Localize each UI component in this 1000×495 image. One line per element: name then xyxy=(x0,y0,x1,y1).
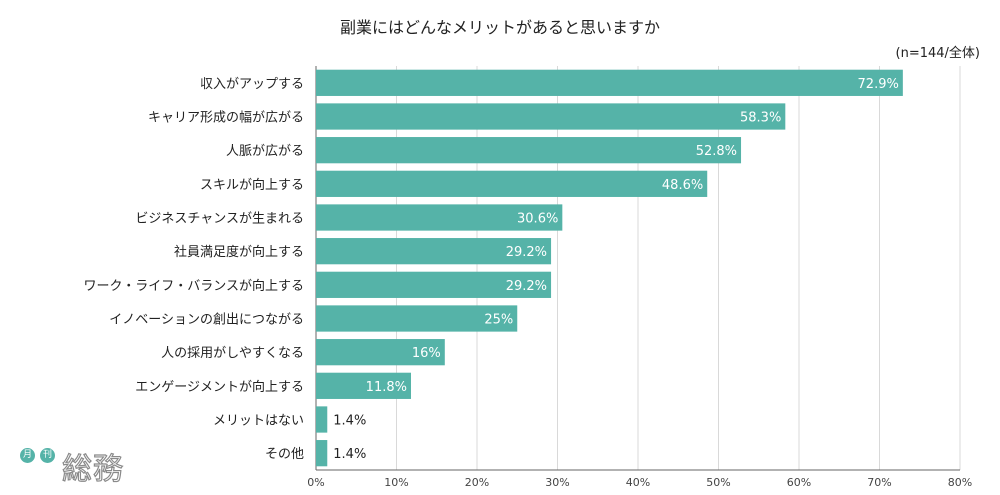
category-label: 人脈が広がる xyxy=(226,144,304,159)
bar xyxy=(316,69,903,96)
category-label: 人の採用がしやすくなる xyxy=(161,346,304,361)
bar xyxy=(316,204,563,231)
grid-lines xyxy=(315,66,961,471)
category-label: エンゲージメントが向上する xyxy=(135,379,304,395)
value-label: 58.3% xyxy=(740,111,781,126)
x-tick-label: 70% xyxy=(867,476,891,489)
logo-badge-publication: 刊 xyxy=(40,448,55,463)
bar xyxy=(316,238,552,265)
sample-size-note: (n=144/全体) xyxy=(895,46,980,61)
category-label: 収入がアップする xyxy=(200,77,304,92)
x-tick-label: 80% xyxy=(948,476,972,489)
logo-wordmark: 総務 xyxy=(61,451,124,487)
bars xyxy=(316,69,903,467)
value-label: 52.8% xyxy=(696,144,737,159)
value-label: 30.6% xyxy=(517,212,558,227)
bar xyxy=(316,406,328,433)
bar xyxy=(316,372,411,399)
x-tick-label: 10% xyxy=(384,476,408,489)
category-label: ワーク・ライフ・バランスが向上する xyxy=(84,278,304,294)
bar xyxy=(316,170,708,197)
value-label: 1.4% xyxy=(333,447,366,462)
value-label: 1.4% xyxy=(333,414,366,429)
bar xyxy=(316,271,552,298)
value-label: 48.6% xyxy=(662,178,703,193)
value-label: 11.8% xyxy=(366,380,407,395)
category-label: メリットはない xyxy=(213,414,304,429)
logo-badge-month: 月 xyxy=(20,448,35,463)
value-label: 29.2% xyxy=(506,279,547,294)
bar xyxy=(316,305,518,332)
chart-title: 副業にはどんなメリットがあると思いますか xyxy=(339,18,660,37)
category-label: ビジネスチャンスが生まれる xyxy=(135,212,304,227)
value-label: 72.9% xyxy=(858,77,899,92)
x-tick-label: 20% xyxy=(465,476,489,489)
bar xyxy=(316,440,328,467)
value-label: 25% xyxy=(484,313,513,328)
value-label: 29.2% xyxy=(506,245,547,260)
category-label: イノベーションの創出につながる xyxy=(109,313,304,328)
bar xyxy=(316,103,786,130)
monthly-soumu-logo: 月 刊 総務 xyxy=(20,444,130,488)
x-tick-label: 50% xyxy=(706,476,730,489)
x-tick-label: 40% xyxy=(626,476,650,489)
category-label: キャリア形成の幅が広がる xyxy=(148,111,304,126)
value-label: 16% xyxy=(412,346,441,361)
category-label: 社員満足度が向上する xyxy=(174,244,304,260)
category-label: その他 xyxy=(265,447,304,462)
bar xyxy=(316,339,445,366)
x-tick-label: 60% xyxy=(787,476,811,489)
x-tick-label: 30% xyxy=(545,476,569,489)
category-label: スキルが向上する xyxy=(200,177,304,193)
labels: 0% 10% 20% 30% 40% 50% 60% 70% 80% 収入がアップする 72.9% キ… xyxy=(84,77,973,489)
bar xyxy=(316,137,742,164)
x-tick-label: 0% xyxy=(307,476,324,489)
